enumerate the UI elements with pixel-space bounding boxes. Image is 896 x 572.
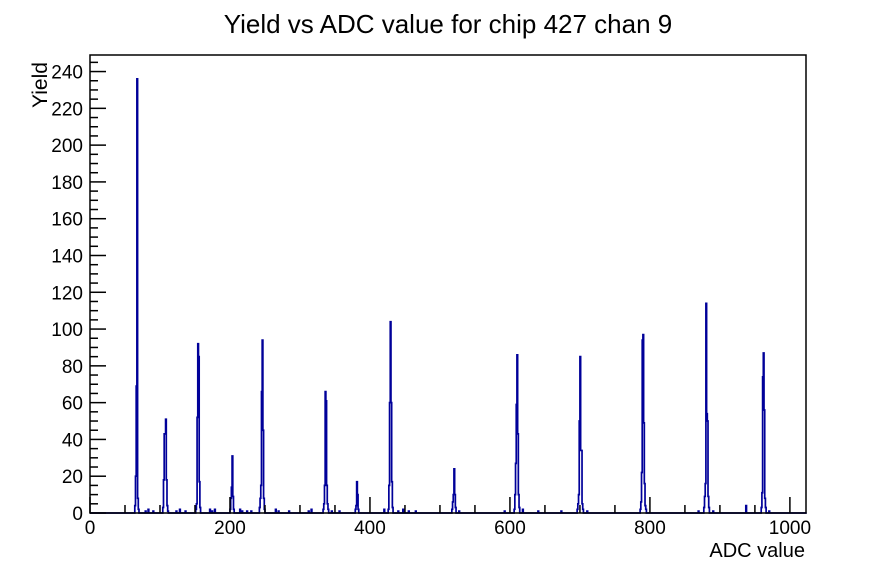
plot-frame xyxy=(89,54,807,514)
y-tick-label: 200 xyxy=(51,136,83,157)
y-tick-label: 240 xyxy=(51,63,83,84)
y-tick-label: 20 xyxy=(62,467,83,488)
y-tick-label: 120 xyxy=(51,283,83,304)
y-tick-label: 40 xyxy=(62,430,83,451)
axes-layer: 0 20 40 60 80 100 120 140 160 180 200 220 240 0 200 400… xyxy=(51,54,811,539)
y-tick-label: 0 xyxy=(72,504,83,525)
y-tick-label: 80 xyxy=(62,357,83,378)
x-tick-label: 400 xyxy=(354,518,386,539)
y-axis-title: Yield xyxy=(29,62,52,108)
histogram-layer xyxy=(90,78,807,514)
y-tick-label: 100 xyxy=(51,320,83,341)
x-tick-label: 600 xyxy=(494,518,526,539)
histogram-line xyxy=(90,78,807,514)
x-tick-label: 0 xyxy=(85,518,96,539)
x-tick-label: 1000 xyxy=(769,518,811,539)
x-axis-title: ADC value xyxy=(709,540,805,562)
y-tick-label: 140 xyxy=(51,246,83,267)
y-tick-label: 160 xyxy=(51,210,83,231)
y-tick-label: 60 xyxy=(62,394,83,415)
chart-title: Yield vs ADC value for chip 427 chan 9 xyxy=(224,9,673,39)
y-tick-label: 220 xyxy=(51,99,83,120)
y-tick-label: 180 xyxy=(51,173,83,194)
x-tick-label: 200 xyxy=(214,518,246,539)
x-tick-label: 800 xyxy=(634,518,666,539)
